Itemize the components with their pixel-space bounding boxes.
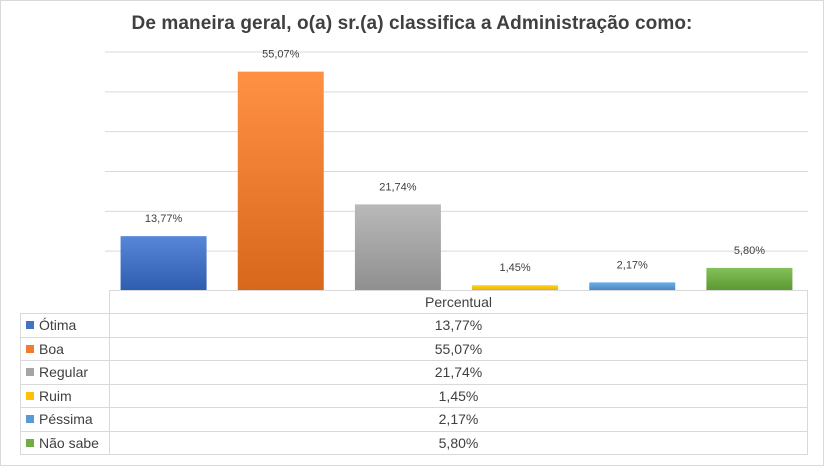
legend-swatch [26, 344, 34, 353]
bar-boa [237, 71, 324, 291]
bar-ótima [120, 236, 207, 291]
legend-swatch [26, 438, 34, 447]
data-label: 55,07% [262, 49, 300, 61]
table-series-header: Percentual [109, 290, 808, 314]
table-row: Ruim 1,45% [20, 383, 808, 408]
table-row: Péssima 2,17% [20, 407, 808, 432]
table-cell-value: 21,74% [109, 360, 808, 385]
legend-label: Péssima [39, 411, 93, 428]
table-cell-value: 5,80% [109, 430, 808, 455]
legend-swatch [26, 415, 34, 424]
legend-entry: Péssima [20, 407, 110, 432]
legend-label: Não sabe [39, 434, 99, 451]
table-cell-value: 2,17% [109, 407, 808, 432]
legend-swatch [26, 321, 34, 330]
data-label: 5,80% [734, 245, 765, 257]
data-label: 13,77% [145, 213, 183, 225]
bar-ruim [472, 285, 559, 291]
legend-label: Ótima [39, 317, 77, 334]
bar-não-sabe [706, 267, 793, 291]
legend-swatch [26, 368, 34, 377]
legend-label: Ruim [39, 387, 72, 404]
table-row: Boa 55,07% [20, 336, 808, 361]
legend-label: Boa [39, 340, 64, 357]
legend-entry: Regular [20, 360, 110, 385]
table-row: Não sabe 5,80% [20, 430, 808, 455]
table-cell-value: 13,77% [109, 313, 808, 338]
table-row: Regular 21,74% [20, 360, 808, 385]
data-table: Percentual Ótima 13,77% Boa 55,07% Regul… [20, 290, 808, 455]
chart-title: De maneira geral, o(a) sr.(a) classifica… [131, 13, 693, 34]
legend-entry: Ruim [20, 383, 110, 408]
data-label: 21,74% [379, 181, 417, 193]
table-corner [20, 290, 110, 314]
table-cell-value: 55,07% [109, 336, 808, 361]
legend-entry: Ótima [20, 313, 110, 338]
bar-péssima [589, 282, 676, 291]
table-cell-value: 1,45% [109, 383, 808, 408]
bar-regular [354, 204, 441, 291]
data-labels: 13,77% 55,07% 21,74% 1,45% 2,17% 5,80% [145, 49, 765, 275]
data-label: 1,45% [499, 262, 530, 274]
legend-entry: Não sabe [20, 430, 110, 455]
bars [120, 71, 793, 291]
table-header-row: Percentual [20, 290, 808, 314]
table-row: Ótima 13,77% [20, 313, 808, 338]
legend-entry: Boa [20, 336, 110, 361]
legend-swatch [26, 391, 34, 400]
gridlines [105, 51, 808, 252]
data-label: 2,17% [617, 259, 648, 271]
legend-label: Regular [39, 364, 89, 381]
